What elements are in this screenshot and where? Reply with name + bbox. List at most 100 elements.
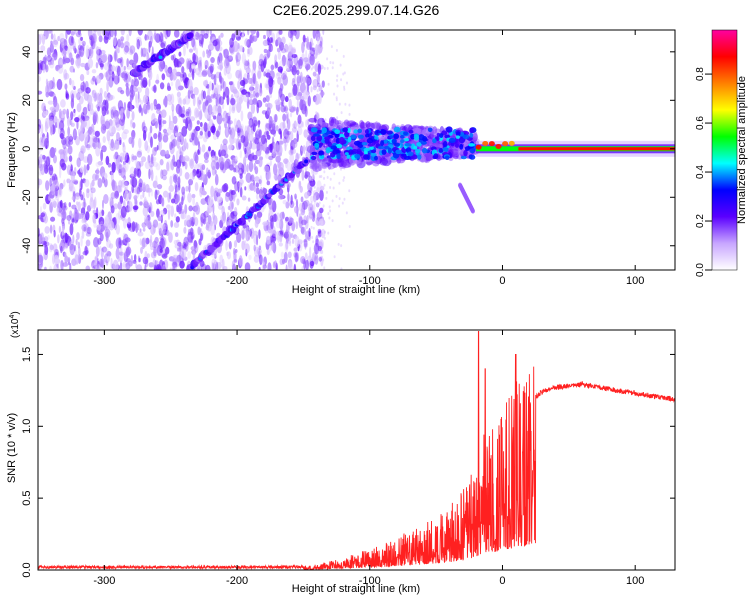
spectral-blob (319, 46, 322, 50)
snr-y-axis-label: SNR (10 * v/v) (6, 413, 18, 483)
spectral-blob (312, 30, 316, 39)
spectral-blob (201, 144, 206, 153)
spectral-blob (251, 116, 258, 128)
spectral-blob (138, 182, 144, 193)
spectral-blob (183, 44, 186, 57)
spectral-blob (170, 139, 176, 149)
spectral-blob (207, 104, 213, 116)
spectral-blob (357, 134, 364, 139)
spectral-blob (319, 185, 325, 191)
spectral-blob (104, 228, 111, 238)
spectral-blob (92, 112, 98, 124)
spectral-blob (345, 81, 348, 85)
spectral-blob (241, 52, 247, 65)
spectral-blob (373, 155, 378, 161)
spectral-blob (215, 130, 220, 138)
spectral-blob (164, 219, 168, 228)
spectral-blob (76, 157, 81, 168)
spectral-blob (132, 205, 139, 211)
spectral-blob (304, 105, 308, 118)
spectral-blob (101, 246, 108, 253)
spectral-blob (103, 35, 109, 44)
spectral-blob (58, 225, 62, 234)
spectral-blob (268, 212, 271, 224)
spectral-blob (154, 121, 158, 129)
spectral-blob (205, 221, 210, 229)
spectral-blob (332, 61, 335, 65)
spectral-blob (69, 51, 72, 59)
spectral-blob (45, 91, 50, 98)
spectral-blob (68, 134, 73, 142)
spectral-blob (68, 220, 71, 225)
spectral-blob (181, 191, 186, 201)
spectral-blob (254, 176, 260, 182)
spectral-blob (115, 124, 122, 132)
spectral-blob (323, 236, 326, 240)
spectral-blob (225, 240, 228, 251)
spectral-blob (48, 164, 54, 176)
spectral-blob (288, 98, 292, 109)
spectral-blob (210, 56, 215, 63)
spectral-blob (394, 142, 401, 147)
spectral-blob (296, 99, 299, 108)
spectral-blob (136, 264, 143, 270)
spectral-blob (321, 80, 325, 88)
spectral-blob (236, 95, 240, 104)
spectral-blob (404, 143, 412, 147)
spectral-blob (64, 244, 68, 250)
spectral-blob (250, 102, 256, 114)
spectral-blob (259, 254, 263, 266)
spectral-blob (318, 201, 321, 205)
spectral-blob (210, 160, 217, 171)
spectral-blob (63, 179, 66, 187)
spectral-blob (196, 168, 202, 178)
spectral-blob (420, 140, 427, 145)
spectral-blob (253, 184, 257, 193)
spectral-blob (176, 206, 182, 213)
snr-x-tick-label: -300 (93, 575, 115, 587)
spectral-blob (320, 91, 325, 97)
spectral-blob (150, 169, 154, 182)
spectral-blob (66, 178, 69, 184)
spectral-blob (380, 129, 387, 135)
spectral-blob (202, 50, 206, 58)
spectral-blob (71, 79, 75, 89)
spectral-blob (183, 138, 187, 151)
spectral-blob (287, 30, 293, 39)
spectral-blob (93, 237, 99, 248)
spectral-blob (313, 47, 316, 51)
spectral-blob (129, 104, 133, 113)
spectral-blob (83, 198, 86, 210)
spectral-blob (172, 173, 177, 180)
spectral-blob (311, 151, 318, 156)
spectral-blob (279, 218, 284, 231)
spectral-blob (92, 199, 96, 210)
spectral-blob (276, 72, 281, 77)
spectral-blob (179, 72, 183, 82)
spectral-blob (195, 125, 201, 132)
spectral-blob (114, 190, 119, 199)
spectral-blob (105, 95, 110, 102)
spectral-blob (115, 237, 122, 249)
spectral-blob (168, 120, 175, 131)
spectral-blob (101, 209, 105, 217)
spectral-blob (161, 169, 168, 177)
spectral-blob (508, 140, 515, 146)
spectral-blob (125, 82, 130, 88)
spectral-blob (175, 150, 179, 163)
spectral-blob (244, 125, 248, 137)
spectral-blob (238, 255, 243, 267)
spectral-blob (162, 120, 167, 125)
spectral-blob (38, 90, 43, 95)
spectral-blob (292, 139, 298, 149)
spectral-blob (292, 84, 298, 96)
spectral-blob (278, 30, 283, 35)
spectral-blob (285, 201, 290, 209)
spectral-blob (469, 132, 474, 138)
spectral-blob (53, 229, 56, 238)
spectrogram-y-tick-label: -20 (21, 189, 33, 205)
spectral-blob (310, 195, 314, 203)
spectral-blob (113, 50, 118, 62)
spectral-blob (317, 161, 323, 172)
colorbar-ticks: 0.0 0.2 0.4 0.6 0.8 (695, 67, 712, 277)
